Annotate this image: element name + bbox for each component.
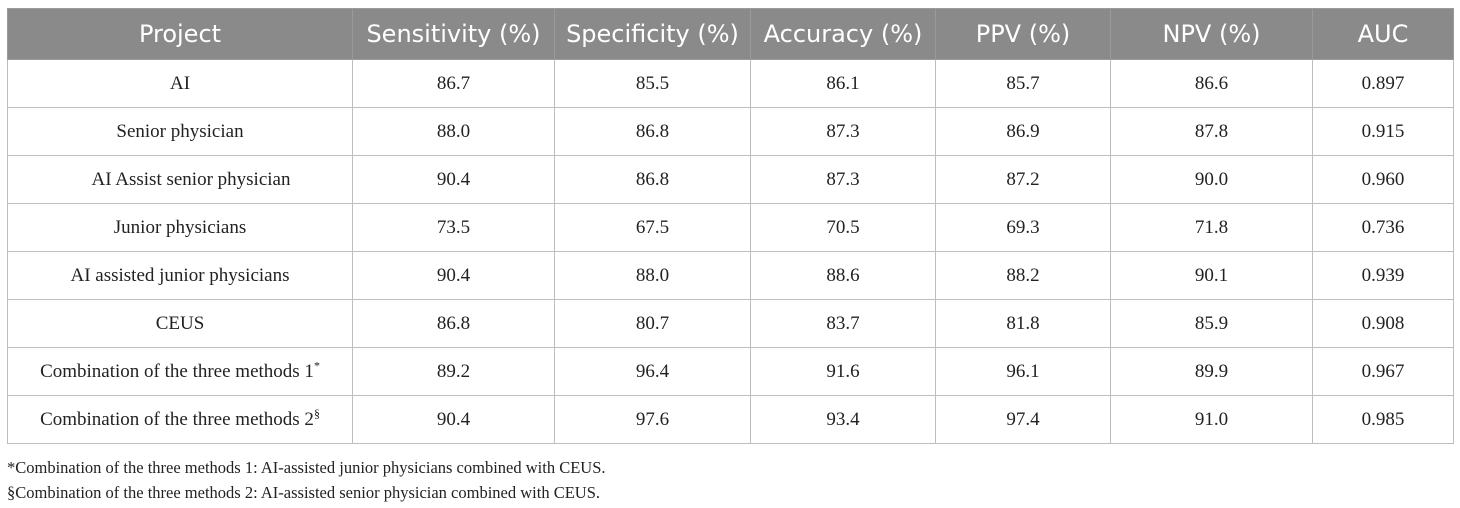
cell-specificity: 67.5 [554, 203, 751, 252]
cell-specificity: 86.8 [554, 155, 751, 204]
cell-sensitivity: 86.7 [352, 59, 555, 108]
cell-specificity: 97.6 [554, 395, 751, 444]
cell-sensitivity: 88.0 [352, 107, 555, 156]
results-table: Project Sensitivity (%) Specificity (%) … [7, 8, 1454, 444]
row-project-label: Combination of the three methods 1* [7, 347, 353, 396]
cell-ppv: 97.4 [935, 395, 1111, 444]
cell-accuracy: 88.6 [750, 251, 936, 300]
cell-npv: 85.9 [1110, 299, 1313, 348]
cell-npv: 89.9 [1110, 347, 1313, 396]
cell-accuracy: 87.3 [750, 107, 936, 156]
cell-sensitivity: 90.4 [352, 251, 555, 300]
table-row: AI 86.7 85.5 86.1 85.7 86.6 0.897 [7, 59, 1454, 108]
cell-sensitivity: 86.8 [352, 299, 555, 348]
table-row: AI assisted junior physicians 90.4 88.0 … [7, 251, 1454, 300]
footnote-marker: § [313, 406, 320, 421]
row-project-label: Senior physician [7, 107, 353, 156]
row-project-label: AI [7, 59, 353, 108]
cell-accuracy: 70.5 [750, 203, 936, 252]
cell-npv: 91.0 [1110, 395, 1313, 444]
cell-sensitivity: 90.4 [352, 155, 555, 204]
cell-sensitivity: 89.2 [352, 347, 555, 396]
cell-accuracy: 83.7 [750, 299, 936, 348]
table-footnotes: *Combination of the three methods 1: AI-… [7, 455, 606, 505]
cell-auc: 0.939 [1312, 251, 1454, 300]
cell-specificity: 80.7 [554, 299, 751, 348]
cell-accuracy: 93.4 [750, 395, 936, 444]
results-table-container: Project Sensitivity (%) Specificity (%) … [7, 8, 1454, 444]
cell-auc: 0.967 [1312, 347, 1454, 396]
table-row: CEUS 86.8 80.7 83.7 81.8 85.9 0.908 [7, 299, 1454, 348]
cell-auc: 0.908 [1312, 299, 1454, 348]
table-row: Senior physician 88.0 86.8 87.3 86.9 87.… [7, 107, 1454, 156]
header-ppv: PPV (%) [935, 8, 1111, 60]
cell-auc: 0.897 [1312, 59, 1454, 108]
header-npv: NPV (%) [1110, 8, 1313, 60]
cell-specificity: 96.4 [554, 347, 751, 396]
cell-ppv: 85.7 [935, 59, 1111, 108]
cell-npv: 86.6 [1110, 59, 1313, 108]
cell-npv: 90.0 [1110, 155, 1313, 204]
footnote-1: *Combination of the three methods 1: AI-… [7, 458, 606, 477]
cell-accuracy: 86.1 [750, 59, 936, 108]
footnote-marker: * [313, 358, 320, 373]
cell-ppv: 96.1 [935, 347, 1111, 396]
cell-ppv: 69.3 [935, 203, 1111, 252]
header-specificity: Specificity (%) [554, 8, 751, 60]
cell-ppv: 88.2 [935, 251, 1111, 300]
cell-specificity: 86.8 [554, 107, 751, 156]
cell-auc: 0.736 [1312, 203, 1454, 252]
cell-npv: 90.1 [1110, 251, 1313, 300]
cell-sensitivity: 90.4 [352, 395, 555, 444]
table-row: Combination of the three methods 1* 89.2… [7, 347, 1454, 396]
cell-specificity: 88.0 [554, 251, 751, 300]
cell-auc: 0.985 [1312, 395, 1454, 444]
header-row: Project Sensitivity (%) Specificity (%) … [7, 8, 1454, 60]
cell-auc: 0.915 [1312, 107, 1454, 156]
header-sensitivity: Sensitivity (%) [352, 8, 555, 60]
cell-auc: 0.960 [1312, 155, 1454, 204]
row-project-label: AI Assist senior physician [7, 155, 353, 204]
row-project-label: Combination of the three methods 2§ [7, 395, 353, 444]
cell-sensitivity: 73.5 [352, 203, 555, 252]
cell-npv: 71.8 [1110, 203, 1313, 252]
header-project: Project [7, 8, 353, 60]
header-auc: AUC [1312, 8, 1454, 60]
footnote-2: §Combination of the three methods 2: AI-… [7, 483, 601, 502]
cell-ppv: 86.9 [935, 107, 1111, 156]
cell-ppv: 87.2 [935, 155, 1111, 204]
row-project-label: Junior physicians [7, 203, 353, 252]
row-project-label: CEUS [7, 299, 353, 348]
row-project-label: AI assisted junior physicians [7, 251, 353, 300]
table-row: Combination of the three methods 2§ 90.4… [7, 395, 1454, 444]
cell-npv: 87.8 [1110, 107, 1313, 156]
cell-specificity: 85.5 [554, 59, 751, 108]
cell-accuracy: 87.3 [750, 155, 936, 204]
cell-accuracy: 91.6 [750, 347, 936, 396]
header-accuracy: Accuracy (%) [750, 8, 936, 60]
table-row: AI Assist senior physician 90.4 86.8 87.… [7, 155, 1454, 204]
table-row: Junior physicians 73.5 67.5 70.5 69.3 71… [7, 203, 1454, 252]
cell-ppv: 81.8 [935, 299, 1111, 348]
